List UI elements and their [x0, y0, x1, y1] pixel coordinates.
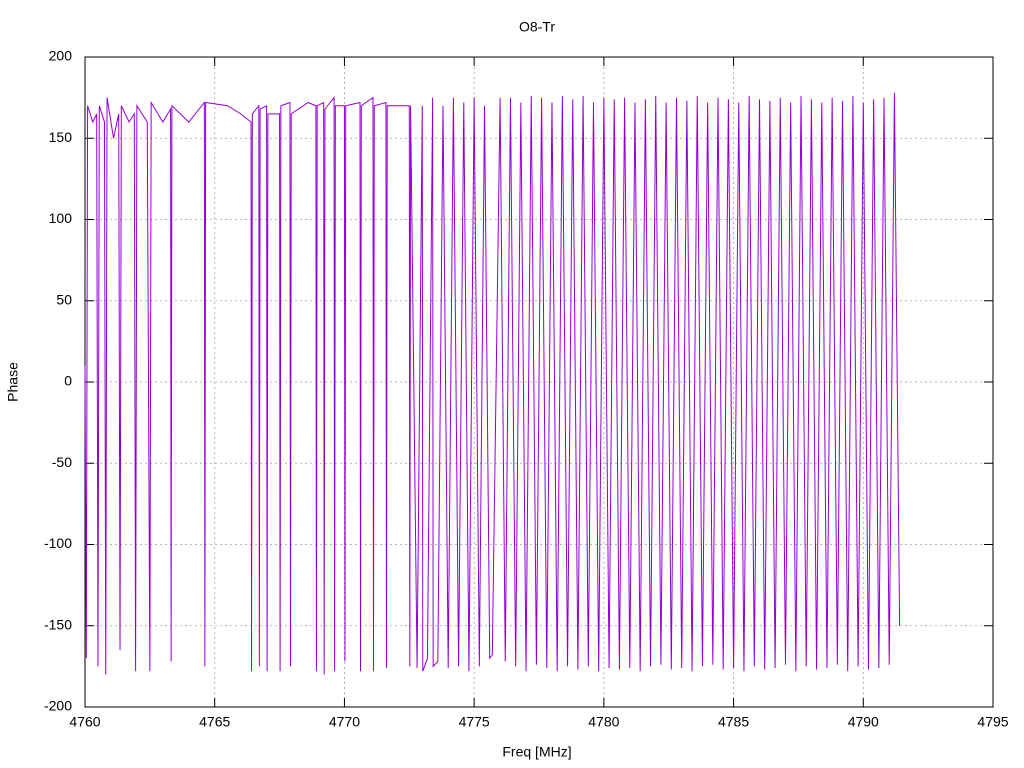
x-tick-label: 4760 — [69, 714, 100, 730]
chart-title: O8-Tr — [519, 19, 555, 35]
y-tick-label: 0 — [64, 373, 72, 389]
x-tick-label: 4795 — [977, 714, 1008, 730]
y-tick-label: -150 — [44, 616, 72, 632]
x-tick-label: 4780 — [588, 714, 619, 730]
y-axis-label: Phase — [5, 362, 21, 402]
x-tick-label: 4765 — [199, 714, 230, 730]
data-line — [84, 92, 901, 675]
y-tick-label: -50 — [52, 454, 72, 470]
y-tick-label: 100 — [49, 210, 73, 226]
y-tick-label: 50 — [56, 291, 72, 307]
x-axis-label: Freq [MHz] — [502, 744, 571, 760]
x-tick-label: 4770 — [329, 714, 360, 730]
x-tick-label: 4785 — [718, 714, 749, 730]
x-tick-label: 4775 — [459, 714, 490, 730]
y-tick-label: -200 — [44, 698, 72, 714]
y-tick-label: 200 — [49, 48, 73, 64]
y-tick-label: 150 — [49, 129, 73, 145]
x-tick-label: 4790 — [848, 714, 879, 730]
y-tick-label: -100 — [44, 535, 72, 551]
